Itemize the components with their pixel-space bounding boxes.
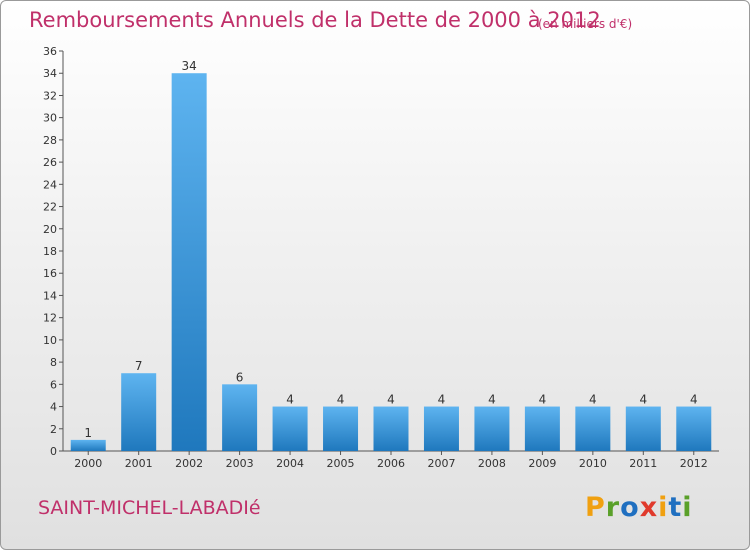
x-tick-label: 2006 bbox=[377, 457, 405, 470]
x-tick-label: 2000 bbox=[74, 457, 102, 470]
unit-label: (en milliers d'€) bbox=[538, 17, 633, 31]
bar-value-label: 34 bbox=[182, 59, 197, 73]
bar bbox=[676, 406, 712, 451]
x-tick-label: 2010 bbox=[579, 457, 607, 470]
bar bbox=[625, 406, 661, 451]
x-tick-label: 2003 bbox=[226, 457, 254, 470]
x-axis: 2000 2001 2002 2003 2004 2005 2006 2007 2008 2009… bbox=[63, 450, 719, 470]
y-tick-label: 10 bbox=[43, 334, 57, 347]
logo-letter: x bbox=[639, 492, 659, 523]
x-tick-label: 2009 bbox=[528, 457, 556, 470]
x-tick-label: 2011 bbox=[629, 457, 657, 470]
bar bbox=[121, 373, 157, 451]
y-tick-label: 30 bbox=[43, 112, 57, 125]
y-tick-label: 36 bbox=[43, 45, 57, 58]
proxiti-logo: Proxiti bbox=[585, 492, 693, 523]
bar-value-label: 4 bbox=[589, 393, 597, 407]
bar bbox=[575, 406, 611, 451]
x-tick-label: 2005 bbox=[327, 457, 355, 470]
bar-value-label: 1 bbox=[84, 426, 92, 440]
bar bbox=[70, 439, 106, 451]
y-tick-label: 20 bbox=[43, 223, 57, 236]
y-tick-label: 0 bbox=[50, 445, 57, 458]
y-tick-label: 2 bbox=[50, 423, 57, 436]
x-tick-label: 2001 bbox=[125, 457, 153, 470]
data-labels: 1 7 34 6 4 4 4 4 4 4 4 4 4 bbox=[84, 59, 697, 440]
y-tick-label: 6 bbox=[50, 378, 57, 391]
bar bbox=[524, 406, 560, 451]
x-tick-label: 2004 bbox=[276, 457, 304, 470]
logo-letter: r bbox=[605, 492, 621, 523]
x-tick-label: 2007 bbox=[427, 457, 455, 470]
y-tick-label: 26 bbox=[43, 156, 57, 169]
bar bbox=[373, 406, 409, 451]
logo-letter: o bbox=[620, 492, 640, 523]
bar-value-label: 4 bbox=[337, 393, 345, 407]
bar-value-label: 4 bbox=[488, 393, 496, 407]
bar-value-label: 4 bbox=[387, 393, 395, 407]
bar bbox=[222, 384, 258, 451]
logo-letter: P bbox=[585, 492, 606, 523]
logo-letter: i bbox=[682, 492, 693, 523]
bar bbox=[423, 406, 459, 451]
y-tick-label: 24 bbox=[43, 178, 57, 191]
bar-value-label: 4 bbox=[539, 393, 547, 407]
chart-title: Remboursements Annuels de la Dette de 20… bbox=[29, 8, 601, 32]
y-tick-label: 16 bbox=[43, 267, 57, 280]
x-tick-label: 2002 bbox=[175, 457, 203, 470]
y-tick-label: 12 bbox=[43, 312, 57, 325]
y-tick-label: 4 bbox=[50, 401, 57, 414]
bar-value-label: 6 bbox=[236, 370, 244, 384]
y-tick-label: 28 bbox=[43, 134, 57, 147]
y-tick-label: 34 bbox=[43, 67, 57, 80]
y-tick-label: 22 bbox=[43, 201, 57, 214]
y-tick-label: 32 bbox=[43, 89, 57, 102]
x-tick-label: 2008 bbox=[478, 457, 506, 470]
bars bbox=[70, 73, 712, 451]
commune-name: SAINT-MICHEL-LABADIé bbox=[38, 497, 261, 519]
bar bbox=[272, 406, 308, 451]
bar bbox=[323, 406, 359, 451]
bar-value-label: 4 bbox=[286, 393, 294, 407]
y-tick-label: 14 bbox=[43, 289, 57, 302]
y-tick-label: 18 bbox=[43, 245, 57, 258]
y-tick-label: 8 bbox=[50, 356, 57, 369]
bar-value-label: 4 bbox=[438, 393, 446, 407]
logo-letter: t bbox=[668, 492, 683, 523]
logo-letter: i bbox=[658, 492, 669, 523]
bar bbox=[474, 406, 510, 451]
bar-value-label: 4 bbox=[639, 393, 647, 407]
bar-value-label: 4 bbox=[690, 393, 698, 407]
bar-value-label: 7 bbox=[135, 359, 143, 373]
x-tick-label: 2012 bbox=[680, 457, 708, 470]
bar bbox=[171, 73, 207, 451]
